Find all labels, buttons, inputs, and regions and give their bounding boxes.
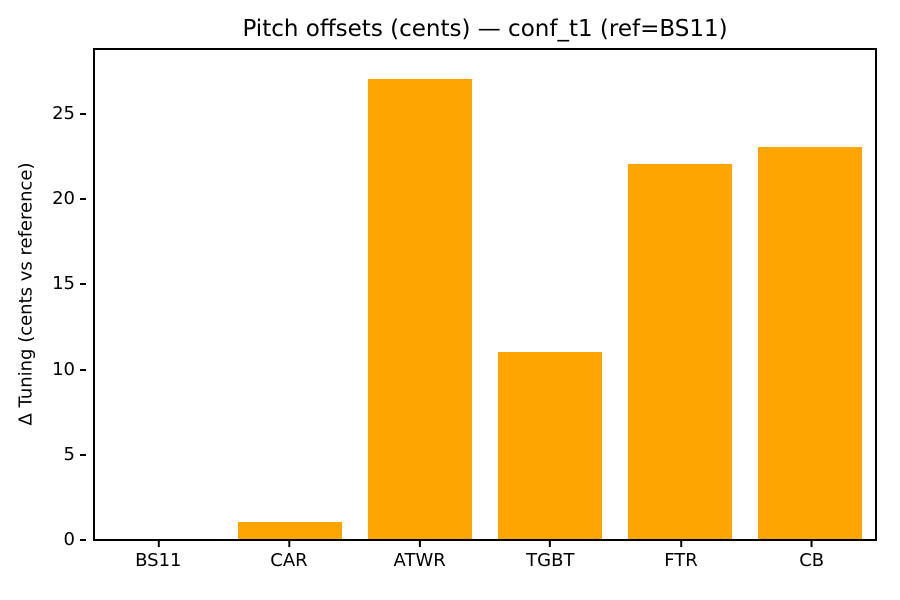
y-tick-label: 0 bbox=[63, 529, 75, 550]
x-tick-ftr: FTR bbox=[664, 541, 698, 570]
x-tick-mark bbox=[679, 541, 682, 547]
y-tick-mark bbox=[80, 539, 86, 541]
x-tick-tgbt: TGBT bbox=[526, 541, 574, 570]
y-tick-mark bbox=[80, 198, 86, 201]
plot-area bbox=[93, 48, 877, 541]
y-tick-10: 10 bbox=[0, 358, 86, 380]
x-tick-cb: CB bbox=[799, 541, 824, 570]
y-tick-20: 20 bbox=[0, 190, 86, 208]
bar-car bbox=[238, 522, 342, 539]
x-tick-atwr: ATWR bbox=[394, 541, 446, 570]
y-tick-label: 25 bbox=[52, 103, 75, 125]
x-tick-label: ATWR bbox=[393, 550, 446, 571]
x-tick-mark bbox=[418, 541, 421, 547]
x-tick-bs11: BS11 bbox=[135, 541, 182, 571]
bar-cb bbox=[758, 147, 862, 539]
y-tick-label: 20 bbox=[52, 188, 75, 210]
x-tick-label: CAR bbox=[270, 550, 308, 571]
y-tick-mark bbox=[80, 113, 86, 116]
chart-title: Pitch offsets (cents) — conf_t1 (ref=BS1… bbox=[242, 16, 728, 42]
x-tick-label: TGBT bbox=[526, 550, 575, 571]
y-tick-0: 0 bbox=[0, 531, 86, 549]
x-tick-label: BS11 bbox=[135, 550, 182, 571]
y-tick-mark bbox=[80, 368, 86, 371]
x-tick-mark bbox=[549, 541, 552, 547]
y-tick-25: 25 bbox=[0, 105, 86, 123]
y-tick-label: 5 bbox=[63, 443, 75, 465]
x-tick-mark bbox=[287, 541, 290, 547]
x-tick-label: FTR bbox=[664, 550, 698, 571]
y-tick-mark bbox=[80, 453, 86, 456]
x-tick-mark bbox=[810, 541, 813, 547]
bar-atwr bbox=[368, 79, 472, 539]
x-tick-mark bbox=[157, 541, 160, 547]
y-tick-label: 10 bbox=[52, 358, 75, 380]
bar-ftr bbox=[628, 164, 732, 539]
x-tick-car: CAR bbox=[270, 541, 308, 571]
y-tick-15: 15 bbox=[0, 275, 86, 293]
y-tick-label: 15 bbox=[52, 273, 75, 295]
x-tick-label: CB bbox=[799, 550, 825, 571]
bar-tgbt bbox=[498, 352, 602, 539]
y-tick-5: 5 bbox=[0, 443, 86, 465]
y-tick-mark bbox=[80, 283, 86, 286]
